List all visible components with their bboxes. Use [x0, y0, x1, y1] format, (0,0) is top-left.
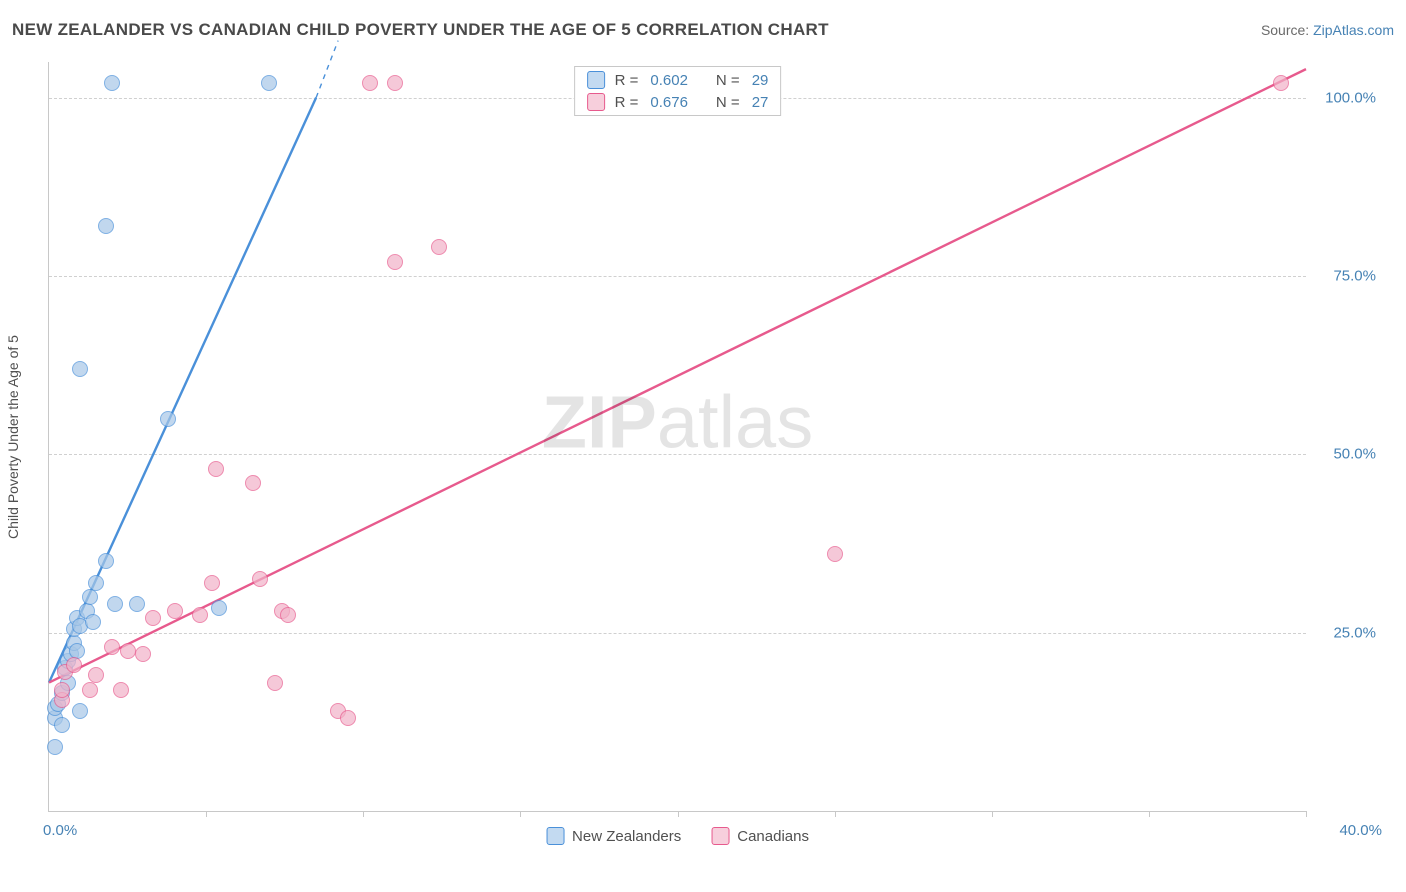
stat-label-n: N =: [716, 94, 740, 111]
data-point: [88, 575, 104, 591]
x-tick: [1306, 811, 1307, 817]
data-point: [387, 75, 403, 91]
data-point: [245, 475, 261, 491]
stat-label-r: R =: [615, 72, 639, 89]
legend-item: New Zealanders: [546, 827, 681, 845]
data-point: [267, 675, 283, 691]
data-point: [47, 739, 63, 755]
data-point: [113, 682, 129, 698]
stat-value-n: 29: [750, 72, 769, 89]
y-tick-label: 75.0%: [1316, 268, 1376, 285]
data-point: [85, 614, 101, 630]
x-tick: [1149, 811, 1150, 817]
scatter-plot: Child Poverty Under the Age of 5 ZIPatla…: [48, 62, 1306, 812]
series-legend: New Zealanders Canadians: [546, 827, 809, 845]
data-point: [211, 600, 227, 616]
data-point: [72, 703, 88, 719]
stats-legend-row: R = 0.676 N = 27: [575, 91, 781, 113]
y-axis-title: Child Poverty Under the Age of 5: [5, 335, 21, 539]
data-point: [120, 643, 136, 659]
stat-value-r: 0.602: [648, 72, 688, 89]
x-tick: [206, 811, 207, 817]
data-point: [160, 411, 176, 427]
data-point: [827, 546, 843, 562]
data-point: [54, 682, 70, 698]
y-tick-label: 50.0%: [1316, 446, 1376, 463]
data-point: [98, 553, 114, 569]
legend-item: Canadians: [711, 827, 809, 845]
data-point: [280, 607, 296, 623]
data-point: [66, 657, 82, 673]
data-point: [431, 239, 447, 255]
source-name: ZipAtlas.com: [1313, 22, 1394, 38]
y-tick-label: 25.0%: [1316, 624, 1376, 641]
x-tick: [520, 811, 521, 817]
data-point: [98, 218, 114, 234]
data-point: [72, 361, 88, 377]
trend-line: [316, 41, 338, 98]
source-prefix: Source:: [1261, 22, 1313, 38]
data-point: [54, 717, 70, 733]
trend-lines-layer: [49, 62, 1306, 811]
data-point: [261, 75, 277, 91]
data-point: [104, 639, 120, 655]
y-tick-label: 100.0%: [1316, 89, 1376, 106]
data-point: [82, 589, 98, 605]
stat-value-r: 0.676: [648, 94, 688, 111]
source-label: Source: ZipAtlas.com: [1261, 22, 1394, 38]
stat-label-n: N =: [716, 72, 740, 89]
data-point: [362, 75, 378, 91]
data-point: [167, 603, 183, 619]
legend-swatch: [587, 71, 605, 89]
data-point: [129, 596, 145, 612]
data-point: [192, 607, 208, 623]
legend-swatch: [711, 827, 729, 845]
stat-value-n: 27: [750, 94, 769, 111]
data-point: [204, 575, 220, 591]
trend-line: [49, 69, 1306, 682]
x-tick: [992, 811, 993, 817]
chart-title: NEW ZEALANDER VS CANADIAN CHILD POVERTY …: [12, 20, 829, 40]
x-tick: [678, 811, 679, 817]
legend-label: New Zealanders: [572, 828, 681, 845]
stats-legend-row: R = 0.602 N = 29: [575, 69, 781, 91]
data-point: [145, 610, 161, 626]
legend-swatch: [587, 93, 605, 111]
x-axis-end-label: 40.0%: [1339, 822, 1382, 839]
data-point: [107, 596, 123, 612]
x-tick: [363, 811, 364, 817]
legend-label: Canadians: [737, 828, 809, 845]
legend-swatch: [546, 827, 564, 845]
stat-label-r: R =: [615, 94, 639, 111]
data-point: [252, 571, 268, 587]
data-point: [340, 710, 356, 726]
data-point: [82, 682, 98, 698]
data-point: [104, 75, 120, 91]
data-point: [88, 667, 104, 683]
x-tick: [835, 811, 836, 817]
data-point: [387, 254, 403, 270]
data-point: [208, 461, 224, 477]
stats-legend: R = 0.602 N = 29 R = 0.676 N = 27: [574, 66, 782, 116]
x-axis-start-label: 0.0%: [43, 822, 77, 839]
data-point: [1273, 75, 1289, 91]
data-point: [135, 646, 151, 662]
